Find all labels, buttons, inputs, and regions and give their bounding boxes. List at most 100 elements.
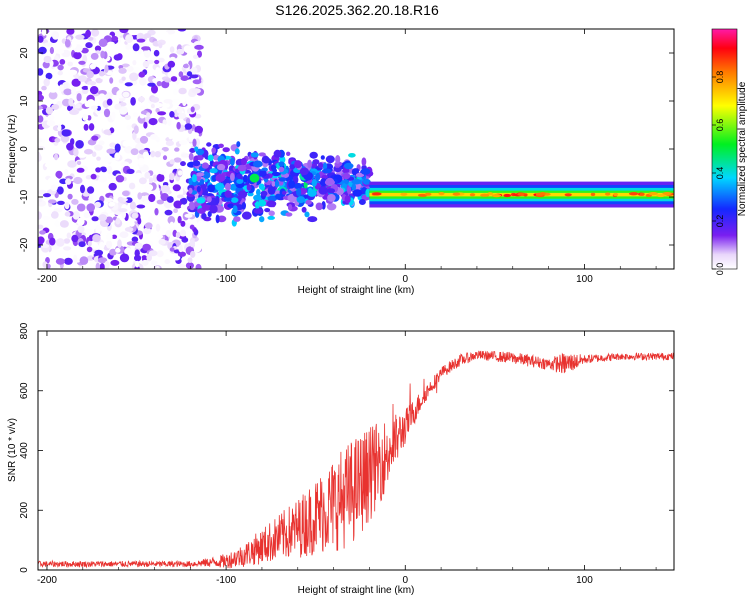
- heatmap-cell: [259, 170, 267, 177]
- heatmap-cell: [166, 196, 174, 203]
- heatmap-cell: [209, 168, 218, 174]
- heatmap-cell: [77, 217, 85, 226]
- y-tick-label: 600: [19, 382, 30, 399]
- heatmap-cell: [190, 250, 196, 258]
- heatmap-cell: [42, 215, 51, 221]
- x-tick-label: 100: [576, 575, 593, 586]
- spectrogram-xlabel: Height of straight line (km): [298, 285, 415, 296]
- heatmap-cell: [160, 185, 170, 193]
- heatmap-cell: [242, 174, 248, 183]
- heatmap-cell: [45, 72, 53, 80]
- heatmap-cell: [71, 198, 79, 205]
- heatmap-cell: [84, 228, 95, 235]
- heatmap-cell: [68, 97, 74, 107]
- heatmap-cell: [121, 63, 130, 68]
- heatmap-cell: [87, 186, 95, 194]
- heatmap-cell: [86, 203, 95, 212]
- heatmap-cell: [113, 190, 119, 200]
- heatmap-cell: [64, 202, 70, 210]
- heatmap-cell: [87, 99, 95, 107]
- heatmap-cell: [165, 229, 172, 237]
- heatmap-cell: [348, 153, 356, 158]
- heatmap-cell: [72, 211, 80, 220]
- heatmap-cell: [88, 196, 94, 202]
- heatmap-cell: [87, 139, 97, 146]
- heatmap-cell: [148, 233, 154, 242]
- heatmap-cell: [55, 49, 65, 54]
- heatmap-cell: [138, 177, 147, 185]
- heatmap-cell: [63, 238, 71, 244]
- heatmap-band-peak: [564, 193, 572, 197]
- heatmap-cell: [107, 41, 115, 46]
- heatmap-cell: [351, 183, 357, 191]
- heatmap-cell: [57, 70, 63, 76]
- heatmap-cell: [78, 75, 87, 82]
- heatmap-cell: [165, 140, 174, 146]
- heatmap-cell: [107, 174, 114, 180]
- heatmap-cell: [285, 212, 293, 217]
- heatmap-cell: [202, 171, 211, 179]
- heatmap-cell: [98, 175, 108, 183]
- heatmap-cell: [131, 236, 139, 243]
- heatmap-band-peak: [424, 192, 432, 196]
- heatmap-cell: [94, 144, 103, 151]
- heatmap-cell: [268, 210, 275, 217]
- heatmap-cell: [98, 93, 106, 102]
- heatmap-cell: [49, 87, 57, 93]
- heatmap-cell: [154, 151, 161, 158]
- heatmap-cell: [142, 151, 149, 159]
- heatmap-cell: [296, 188, 302, 197]
- heatmap-cell: [75, 140, 84, 149]
- heatmap-cell: [99, 263, 105, 269]
- heatmap-cell: [175, 231, 181, 239]
- heatmap-cell: [156, 250, 164, 258]
- heatmap-cell: [73, 51, 82, 60]
- heatmap-cell: [361, 157, 367, 166]
- heatmap-cell: [45, 106, 54, 115]
- heatmap-cell: [198, 83, 204, 89]
- heatmap-cell: [47, 114, 55, 121]
- x-tick-label: 100: [576, 274, 593, 285]
- heatmap-cell: [132, 131, 137, 141]
- heatmap-cell: [136, 204, 146, 209]
- heatmap-cell: [38, 105, 43, 110]
- heatmap-cell: [178, 87, 187, 95]
- heatmap-cell: [167, 117, 172, 126]
- heatmap-cell: [360, 168, 371, 175]
- heatmap-cell: [73, 147, 79, 157]
- heatmap-cell: [347, 186, 352, 195]
- heatmap-cell: [322, 162, 328, 170]
- heatmap-cell: [38, 35, 44, 43]
- heatmap-cell: [105, 208, 112, 214]
- snr-xlabel: Height of straight line (km): [298, 585, 415, 596]
- heatmap-cell: [162, 31, 169, 37]
- heatmap-cell: [207, 154, 214, 162]
- x-tick-label: -100: [216, 575, 236, 586]
- heatmap-cell: [49, 237, 56, 246]
- heatmap-cell: [83, 123, 89, 131]
- heatmap-cell: [258, 199, 267, 207]
- heatmap-cell: [155, 108, 160, 113]
- heatmap-cell: [278, 180, 284, 186]
- heatmap-cell: [128, 220, 135, 227]
- heatmap-cell: [258, 152, 266, 157]
- heatmap-cell: [132, 43, 140, 52]
- heatmap-cell: [90, 245, 98, 250]
- heatmap-cell: [281, 190, 287, 195]
- heatmap-cell: [237, 190, 248, 199]
- heatmap-cell: [143, 227, 152, 235]
- heatmap-cell: [183, 45, 193, 53]
- heatmap-cell: [207, 184, 215, 193]
- heatmap-cell: [94, 201, 102, 208]
- heatmap-cell: [296, 196, 306, 204]
- heatmap-cell: [106, 232, 113, 242]
- heatmap-cell: [148, 177, 153, 184]
- heatmap-cell: [168, 132, 173, 140]
- heatmap-cell: [111, 234, 118, 239]
- y-tick-label: 20: [19, 47, 30, 59]
- heatmap-cell: [186, 71, 193, 77]
- heatmap-cell: [63, 88, 72, 96]
- heatmap-cell: [118, 208, 128, 213]
- heatmap-cell: [98, 241, 105, 249]
